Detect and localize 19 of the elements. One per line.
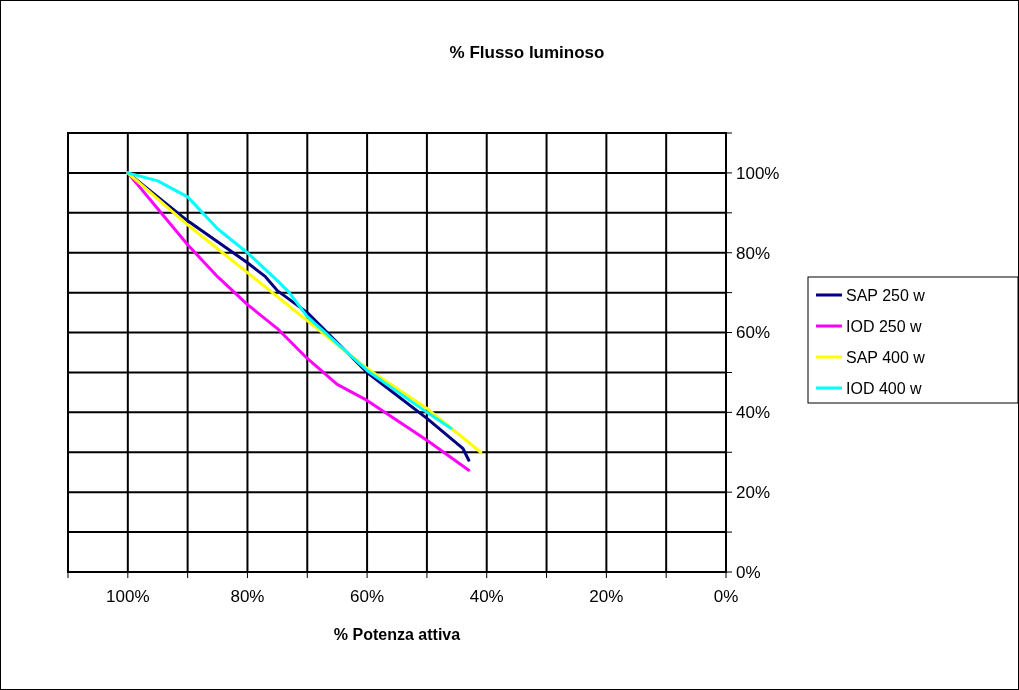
y-tick-label: 60%	[736, 323, 771, 343]
y-tick-label: 40%	[736, 403, 771, 423]
legend-label: SAP 250 w	[846, 286, 926, 304]
y-tick-label: 20%	[736, 483, 771, 503]
legend-label: SAP 400 w	[846, 348, 926, 366]
legend-label: IOD 250 w	[846, 317, 923, 335]
x-tick-label: 0%	[713, 587, 739, 606]
x-tick-label: 60%	[350, 587, 385, 606]
x-tick-label: 20%	[589, 587, 624, 606]
y-tick-label: 100%	[736, 163, 780, 183]
y-tick-label: 0%	[736, 562, 761, 582]
legend-label: IOD 400 w	[846, 379, 923, 397]
x-axis-title: % Potenza attiva	[333, 626, 461, 643]
chart-title: % Flusso luminoso	[449, 43, 605, 62]
y-tick-label: 80%	[736, 243, 771, 263]
line-series	[126, 171, 453, 430]
x-tick-label: 100%	[106, 587, 150, 606]
x-tick-label: 40%	[469, 587, 504, 606]
x-tick-label: 80%	[230, 587, 265, 606]
